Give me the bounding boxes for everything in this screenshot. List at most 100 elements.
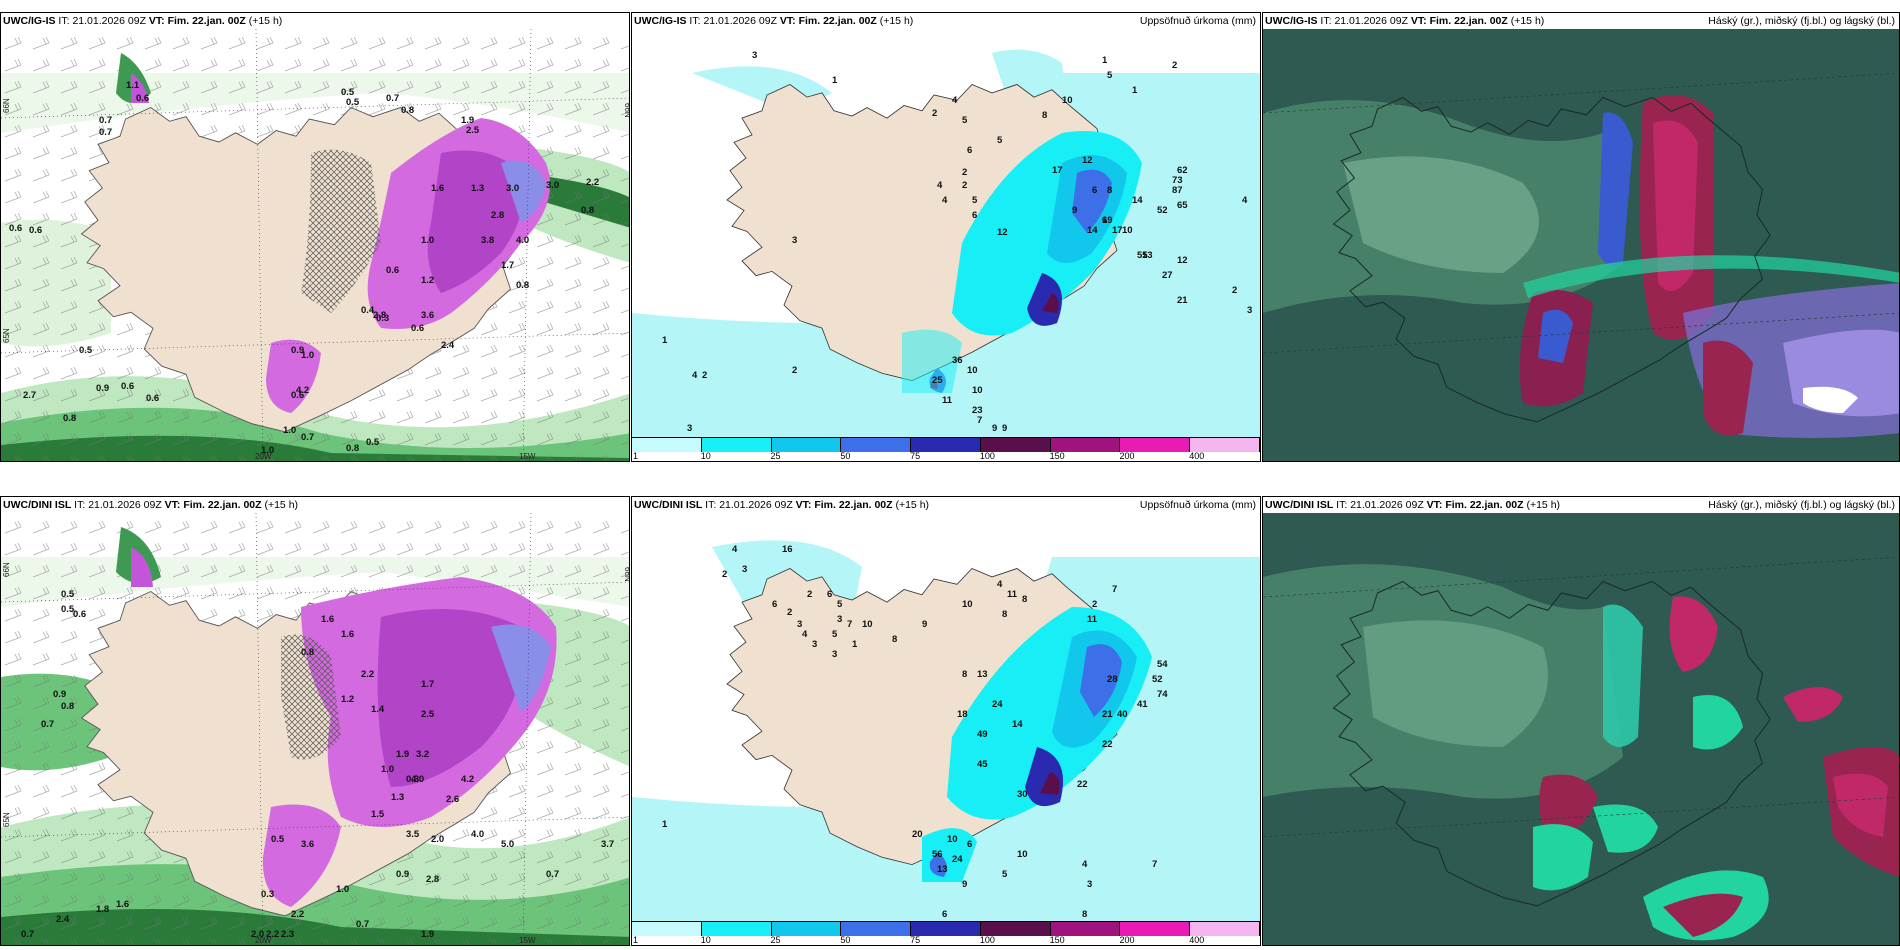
map-value-label: 8 <box>1042 110 1047 121</box>
map-value-label: 0.6 <box>291 390 304 401</box>
map-canvas <box>1263 29 1899 461</box>
map-value-label: 13 <box>1142 250 1153 261</box>
map-value-label: 2.4 <box>56 914 70 925</box>
map-value-label: 2 <box>1232 285 1237 296</box>
lat-label-65n: 65N <box>2 812 11 827</box>
map-value-label: 4.0 <box>411 774 424 785</box>
colorbar-tick-label: 1 <box>633 451 639 461</box>
map-value-label: 0.4 <box>361 305 375 316</box>
map-value-label: 36 <box>952 355 963 366</box>
map-value-label: 1 <box>832 75 838 86</box>
map-value-label: 0.7 <box>386 93 399 104</box>
map-value-label: 0.9 <box>53 689 66 700</box>
map-value-label: 54 <box>1157 659 1168 670</box>
lon-label-20w: 20W <box>255 936 272 945</box>
colorbar-tick-label: 100 <box>979 451 995 461</box>
map-value-label: 1.5 <box>371 809 385 820</box>
accumulated-precip-map-bottom: UWC/DINI ISL IT: 21.01.2026 09Z VT: Fim.… <box>631 496 1261 946</box>
map-value-label: 20 <box>912 829 923 840</box>
map-value-label: 3 <box>1087 879 1092 890</box>
map-value-label: 3 <box>832 649 837 660</box>
colorbar-swatch <box>1190 921 1260 936</box>
map-value-label: 0.6 <box>73 609 86 620</box>
colorbar-tick-label: 10 <box>700 935 711 945</box>
map-value-label: 2.3 <box>281 929 294 940</box>
colorbar-swatch <box>771 437 842 452</box>
map-value-label: 2.4 <box>441 340 455 351</box>
map-value-label: 62 <box>1177 165 1188 176</box>
map-value-label: 4.0 <box>516 235 529 246</box>
map-value-label: 2.5 <box>421 709 435 720</box>
map-value-label: 1.0 <box>381 764 394 775</box>
map-value-label: 0.5 <box>61 604 75 615</box>
map-canvas: 66N 65N 20W 15W 66N 0.50.60.50.90.80.71.… <box>1 512 629 945</box>
map-value-label: 17 <box>1112 225 1123 236</box>
colorbar-swatch <box>1190 437 1260 452</box>
map-value-label: 8 <box>1022 594 1027 605</box>
map-value-label: 10 <box>1122 225 1133 236</box>
map-value-label: 1.7 <box>501 260 514 271</box>
map-value-label: 0.9 <box>96 383 109 394</box>
map-value-label: 0.6 <box>121 381 134 392</box>
map-value-label: 0.6 <box>136 93 149 104</box>
map-value-label: 0.8 <box>401 105 414 116</box>
map-value-label: 3 <box>742 564 747 575</box>
map-value-label: 0.5 <box>61 589 75 600</box>
map-value-label: 4 <box>1242 195 1248 206</box>
map-value-label: 4 <box>952 95 958 106</box>
map-canvas <box>1263 513 1899 945</box>
map-value-label: 10 <box>1062 95 1073 106</box>
map-value-label: 2.0 <box>431 834 444 845</box>
lon-label-20w: 20W <box>255 452 272 461</box>
map-value-label: 3.7 <box>601 839 614 850</box>
map-value-label: 1 <box>662 819 668 830</box>
panel-title: Uppsöfnuð úrkoma (mm) <box>1139 15 1256 27</box>
map-value-label: 6 <box>967 839 972 850</box>
map-value-label: 2 <box>792 365 797 376</box>
value-labels: 0.50.60.50.90.80.71.61.60.82.21.21.41.72… <box>21 589 614 940</box>
map-value-label: 1.4 <box>371 704 385 715</box>
map-value-label: 4 <box>997 579 1003 590</box>
colorbar-tick-label: 200 <box>1119 935 1135 945</box>
map-value-label: 13 <box>977 669 988 680</box>
map-value-label: 9 <box>962 879 967 890</box>
map-value-label: 2 <box>1092 599 1097 610</box>
map-value-label: 65 <box>1177 200 1188 211</box>
map-value-label: 9 <box>922 619 927 630</box>
colorbar: 1 10 25 50 75 100 150 200 400 <box>632 921 1260 945</box>
map-value-label: 0.9 <box>396 869 409 880</box>
cloud-cover-map-top: UWC/IG-IS IT: 21.01.2026 09Z VT: Fim. 22… <box>1262 12 1900 462</box>
map-value-label: 8 <box>1082 909 1087 920</box>
panel-header: UWC/DINI ISL IT: 21.01.2026 09Z VT: Fim.… <box>1 497 629 513</box>
map-value-label: 14 <box>1132 195 1143 206</box>
map-value-label: 22 <box>1102 739 1113 750</box>
precip-type-map-bottom: UWC/DINI ISL IT: 21.01.2026 09Z VT: Fim.… <box>0 496 630 946</box>
map-value-label: 0.6 <box>146 393 159 404</box>
map-value-label: 2.8 <box>491 210 504 221</box>
map-value-label: 23 <box>972 405 983 416</box>
map-value-label: 0.7 <box>99 127 112 138</box>
colorbar-tick-label: 50 <box>840 935 851 945</box>
map-value-label: 2.6 <box>446 794 459 805</box>
map-value-label: 2.2 <box>266 929 279 940</box>
panel-title: Háský (gr.), miðský (fj.bl.) og lágský (… <box>1708 499 1895 511</box>
precip-type-map-top: UWC/IG-IS IT: 21.01.2026 09Z VT: Fim. 22… <box>0 12 630 462</box>
panel-header: UWC/IG-IS IT: 21.01.2026 09Z VT: Fim. 22… <box>1 13 629 29</box>
map-value-label: 5 <box>837 599 843 610</box>
map-value-label: 7 <box>1112 584 1117 595</box>
map-value-label: 16 <box>782 544 793 555</box>
map-value-label: 3 <box>837 614 842 625</box>
map-value-label: 40 <box>1117 709 1128 720</box>
map-value-label: 1 <box>852 639 858 650</box>
panel-header: UWC/DINI ISL IT: 21.01.2026 09Z VT: Fim.… <box>1263 497 1899 513</box>
map-value-label: 19 <box>1102 215 1113 226</box>
colorbar: 1 10 25 50 75 100 150 200 400 <box>632 437 1260 461</box>
map-value-label: 0.9 <box>291 345 304 356</box>
colorbar-tick-label: 10 <box>700 451 711 461</box>
panel-header: UWC/IG-IS IT: 21.01.2026 09Z VT: Fim. 22… <box>1263 13 1899 29</box>
map-value-label: 2 <box>962 180 967 191</box>
map-value-label: 22 <box>1077 779 1088 790</box>
lat-label-66n: 66N <box>2 562 11 577</box>
